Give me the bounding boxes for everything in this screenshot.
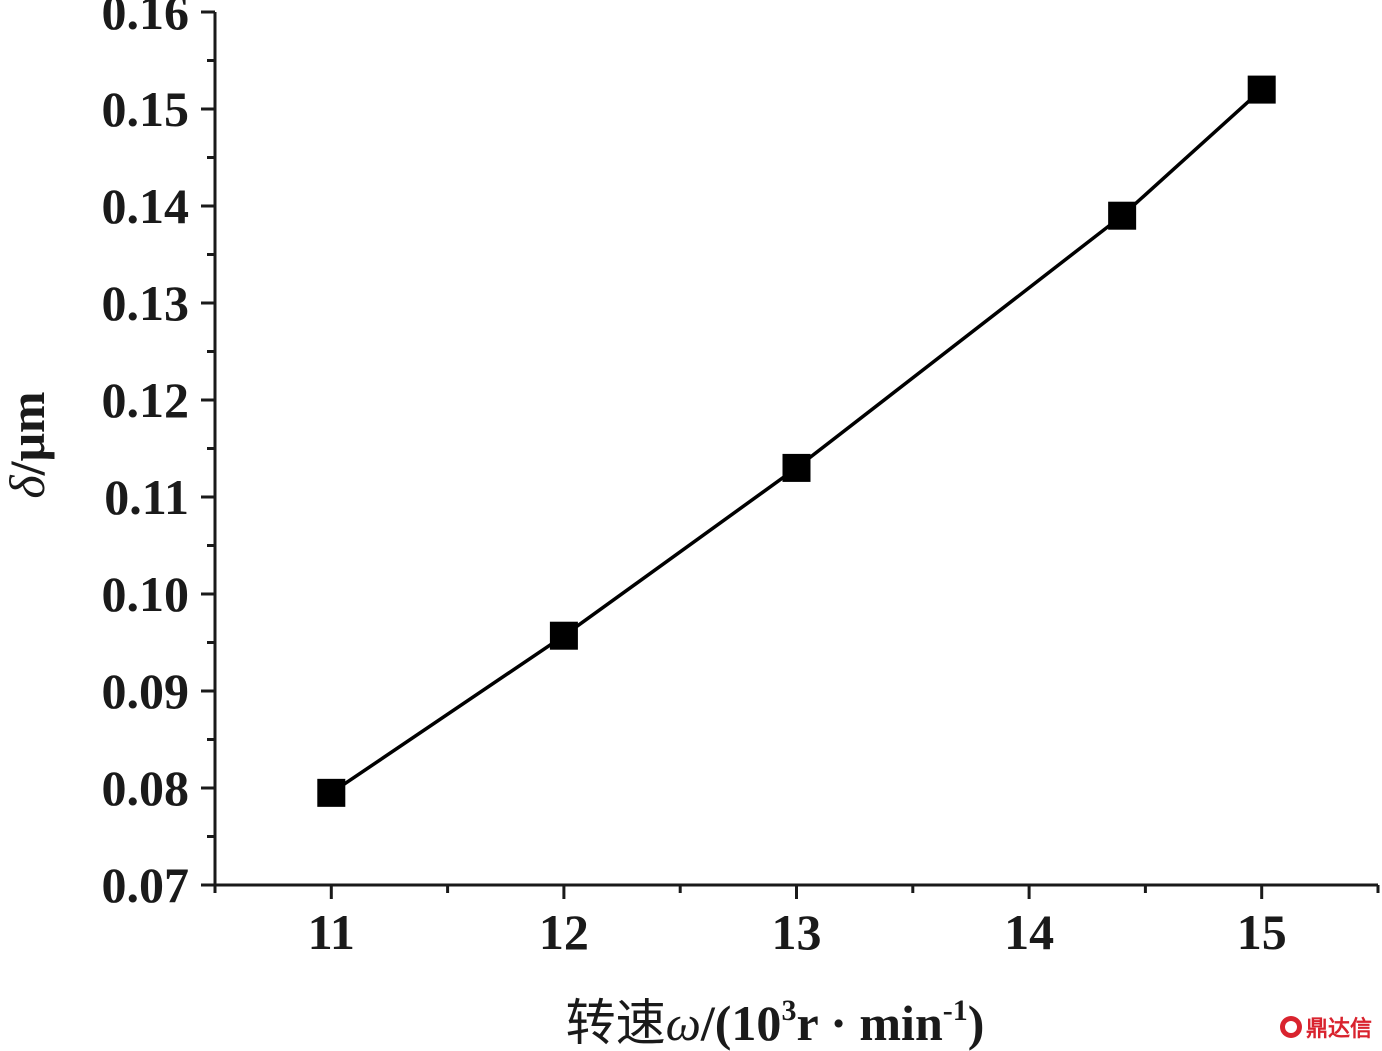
x-axis-unit-sup2: -1 — [943, 994, 968, 1027]
x-tick-label: 12 — [539, 904, 589, 960]
data-point-marker — [549, 621, 578, 650]
watermark: 鼎达信 — [1279, 1011, 1372, 1043]
data-point-marker — [1108, 201, 1137, 230]
data-markers — [317, 75, 1276, 807]
x-axis-title: 转速ω/(103r · min-1) — [566, 994, 985, 1051]
x-axis-unit-mid: r · min — [796, 995, 943, 1051]
x-axis-cjk-label: 转速 — [566, 994, 666, 1051]
x-axis-symbol: ω — [666, 995, 701, 1051]
y-tick-label: 0.14 — [102, 178, 190, 234]
y-tick-label: 0.15 — [102, 81, 190, 137]
x-tick-label: 13 — [772, 904, 822, 960]
watermark-logo-icon — [1279, 1016, 1302, 1038]
series-polyline — [330, 88, 1263, 795]
y-axis-title: δ/μm — [0, 391, 55, 498]
x-tick-label: 14 — [1004, 904, 1054, 960]
y-tick-label: 0.08 — [102, 760, 190, 816]
data-point-marker — [1247, 75, 1276, 104]
x-axis-unit-prefix: /(10 — [700, 995, 782, 1051]
y-tick-label: 0.16 — [102, 0, 190, 40]
data-point-marker — [317, 778, 346, 807]
y-tick-label: 0.12 — [102, 372, 190, 428]
y-tick-label: 0.07 — [102, 857, 190, 913]
x-axis-ticks: 11 12 13 14 15 — [213, 885, 1380, 960]
watermark-text: 鼎达信 — [1305, 1017, 1372, 1042]
y-axis-symbol: δ — [0, 475, 55, 499]
x-tick-label: 15 — [1237, 904, 1287, 960]
y-axis-ticks: 0.07 0.08 0.09 0.10 0.11 0.12 0.13 0.14 0.15 0.16 — [102, 0, 215, 913]
x-axis-unit-suffix: ) — [968, 995, 985, 1051]
data-point-marker — [782, 453, 811, 482]
y-tick-label: 0.10 — [102, 566, 190, 622]
y-tick-label: 0.11 — [104, 469, 189, 525]
x-axis-unit-sup1: 3 — [781, 994, 796, 1027]
series-line — [330, 88, 1263, 795]
y-tick-label: 0.13 — [102, 275, 190, 331]
y-axis-unit: /μm — [0, 391, 55, 476]
y-tick-label: 0.09 — [102, 663, 190, 719]
x-tick-label: 11 — [308, 904, 355, 960]
